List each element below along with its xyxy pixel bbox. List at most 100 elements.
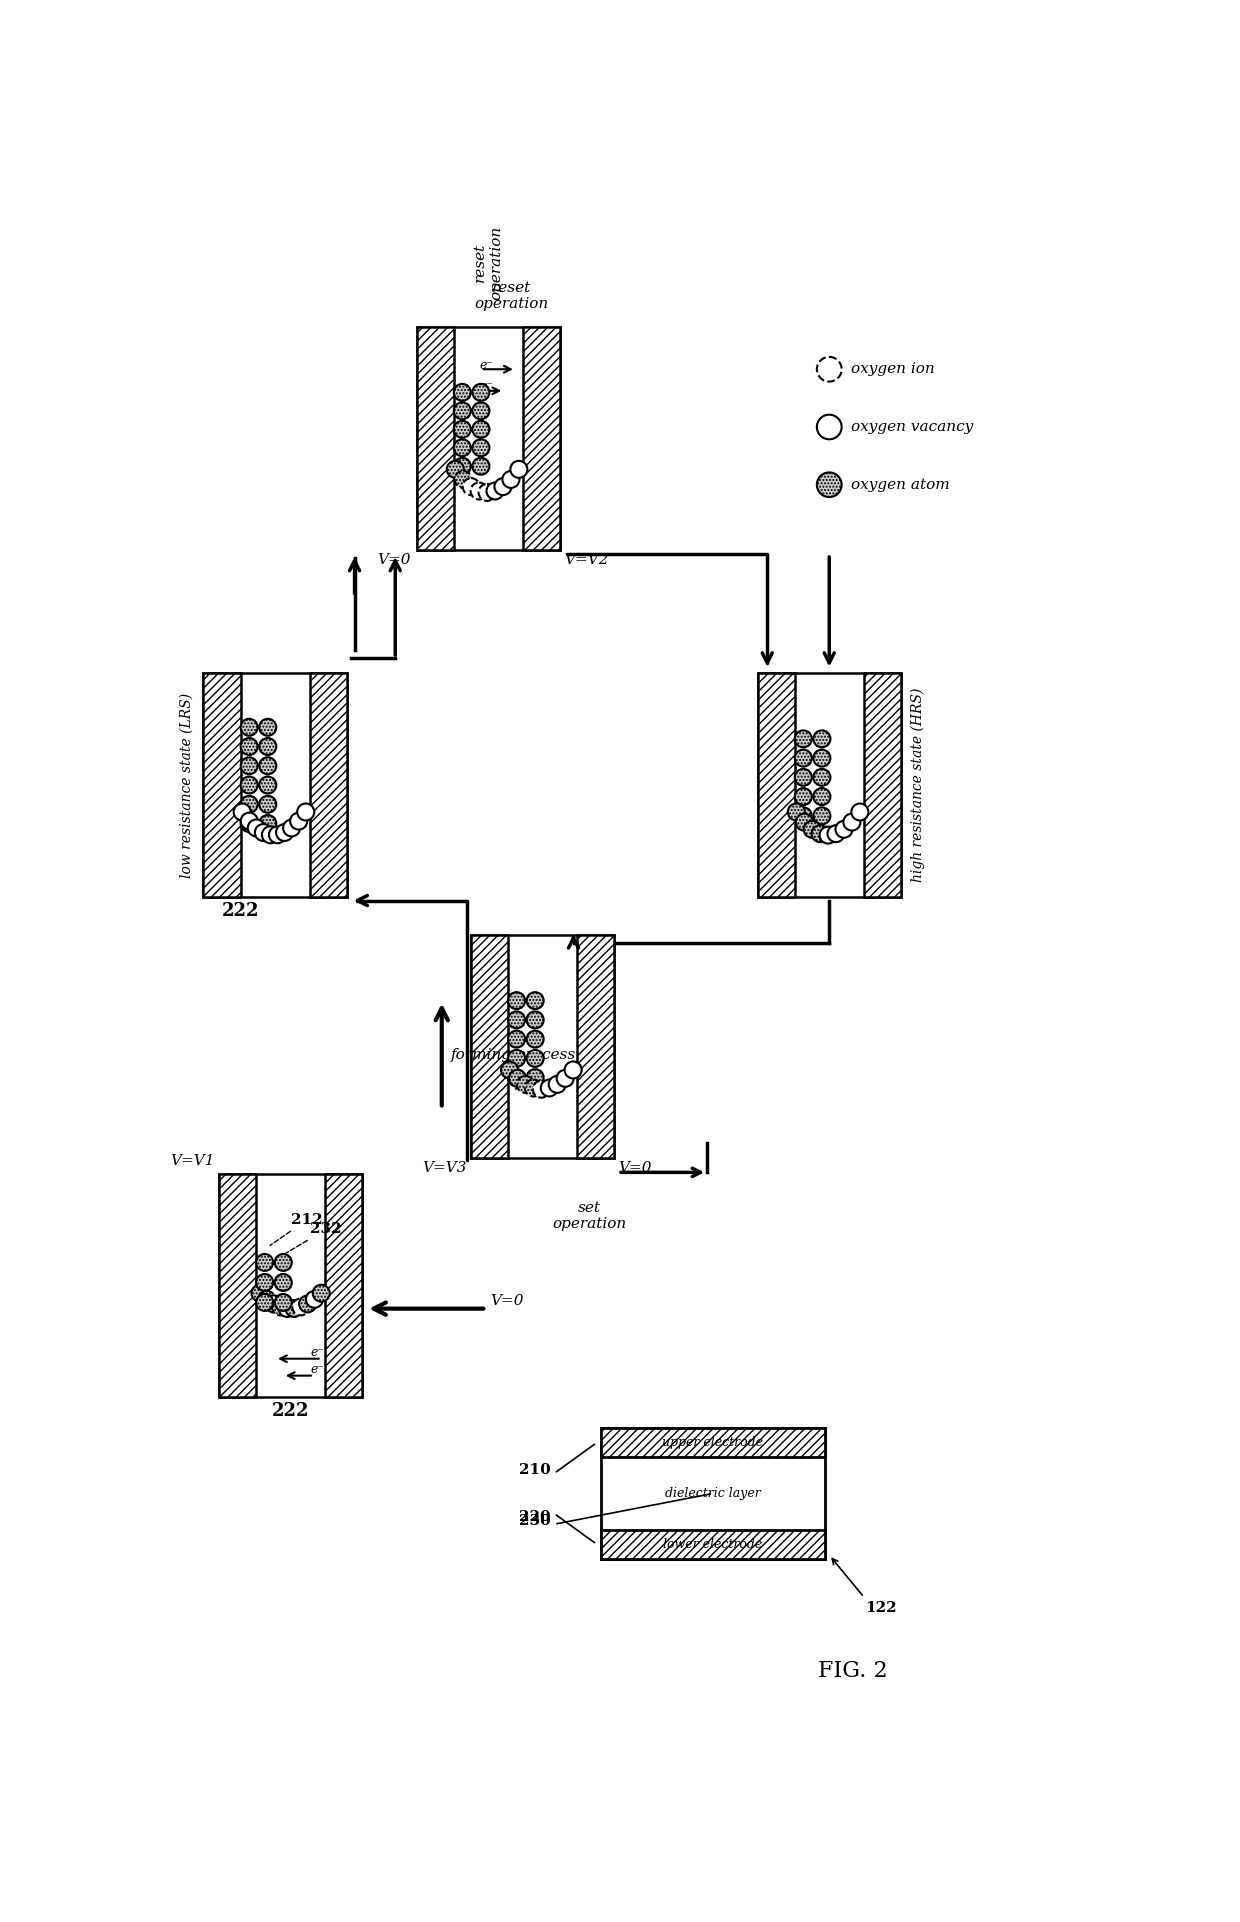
Text: oxygen atom: oxygen atom (851, 479, 950, 492)
Circle shape (787, 803, 805, 821)
Circle shape (241, 757, 258, 775)
Text: 212: 212 (270, 1213, 322, 1245)
Text: V=0: V=0 (618, 1161, 651, 1176)
Circle shape (241, 796, 258, 813)
Bar (758, 673, 795, 898)
Circle shape (252, 1284, 269, 1301)
Bar (758, 673, 901, 898)
Circle shape (275, 1253, 291, 1270)
Circle shape (508, 1049, 525, 1067)
Text: V=0: V=0 (377, 554, 410, 567)
Circle shape (813, 788, 831, 805)
Text: V=V1: V=V1 (171, 1153, 215, 1169)
Circle shape (259, 796, 277, 813)
Circle shape (241, 776, 258, 794)
Circle shape (290, 813, 308, 830)
Text: V=V3: V=V3 (423, 1161, 467, 1176)
Text: e⁻: e⁻ (310, 1347, 324, 1359)
Circle shape (272, 1299, 289, 1315)
Circle shape (527, 1030, 543, 1047)
Circle shape (501, 1061, 518, 1078)
Circle shape (257, 1253, 273, 1270)
Circle shape (306, 1292, 322, 1307)
Text: FIG. 2: FIG. 2 (817, 1659, 888, 1682)
Text: 220: 220 (518, 1509, 551, 1524)
Circle shape (472, 457, 490, 475)
Text: 230: 230 (518, 1515, 551, 1528)
Bar (471, 936, 508, 1159)
Circle shape (813, 750, 831, 767)
Circle shape (564, 1061, 582, 1078)
Circle shape (454, 457, 471, 475)
Circle shape (557, 1071, 574, 1086)
Circle shape (279, 1299, 296, 1317)
Bar (203, 673, 347, 898)
Circle shape (843, 813, 861, 830)
Text: 232: 232 (285, 1222, 342, 1253)
Circle shape (827, 825, 844, 842)
Circle shape (257, 1274, 273, 1292)
Circle shape (463, 479, 480, 496)
Circle shape (269, 826, 286, 844)
Circle shape (472, 421, 490, 438)
Text: V=0: V=0 (490, 1294, 523, 1307)
Circle shape (259, 719, 277, 736)
Circle shape (795, 769, 812, 786)
Circle shape (241, 719, 258, 736)
Circle shape (275, 1294, 291, 1311)
Text: high resistance state (HRS): high resistance state (HRS) (910, 688, 925, 882)
Bar (325, 1174, 362, 1397)
Circle shape (471, 482, 487, 500)
Text: set
operation: set operation (552, 1201, 626, 1230)
Bar (219, 1174, 362, 1397)
Circle shape (265, 1295, 283, 1313)
Circle shape (298, 803, 314, 821)
Circle shape (549, 1076, 565, 1094)
Text: 222: 222 (272, 1403, 309, 1420)
Circle shape (454, 440, 471, 456)
Circle shape (508, 1030, 525, 1047)
Text: 222: 222 (222, 901, 259, 921)
Circle shape (233, 803, 250, 821)
Circle shape (248, 819, 265, 836)
Circle shape (472, 402, 490, 419)
Circle shape (812, 825, 828, 842)
Circle shape (533, 1080, 549, 1097)
Circle shape (285, 1299, 303, 1317)
Text: e⁻: e⁻ (480, 381, 494, 394)
Bar (219, 1174, 257, 1397)
Text: 210: 210 (518, 1463, 551, 1478)
Circle shape (255, 825, 272, 842)
Bar (600, 1530, 826, 1559)
Circle shape (454, 421, 471, 438)
Text: reset
operation: reset operation (475, 281, 548, 311)
Circle shape (241, 738, 258, 755)
Text: lower electrode: lower electrode (663, 1538, 763, 1551)
Circle shape (511, 461, 527, 479)
Circle shape (262, 826, 279, 844)
Circle shape (508, 992, 525, 1009)
Circle shape (472, 440, 490, 456)
Circle shape (541, 1080, 558, 1096)
Bar (417, 327, 454, 550)
Bar (310, 673, 347, 898)
Circle shape (277, 825, 293, 842)
Circle shape (259, 757, 277, 775)
Circle shape (525, 1080, 542, 1096)
Circle shape (486, 482, 503, 500)
Circle shape (293, 1299, 309, 1315)
Circle shape (813, 730, 831, 748)
Circle shape (820, 826, 837, 844)
Bar (471, 936, 614, 1159)
Circle shape (312, 1284, 330, 1301)
Text: 122: 122 (866, 1601, 898, 1614)
Circle shape (813, 807, 831, 825)
Circle shape (813, 769, 831, 786)
Circle shape (283, 819, 300, 836)
Circle shape (241, 815, 258, 832)
Circle shape (527, 1069, 543, 1086)
Circle shape (817, 473, 842, 498)
Circle shape (817, 357, 842, 382)
Circle shape (795, 750, 812, 767)
Circle shape (527, 992, 543, 1009)
